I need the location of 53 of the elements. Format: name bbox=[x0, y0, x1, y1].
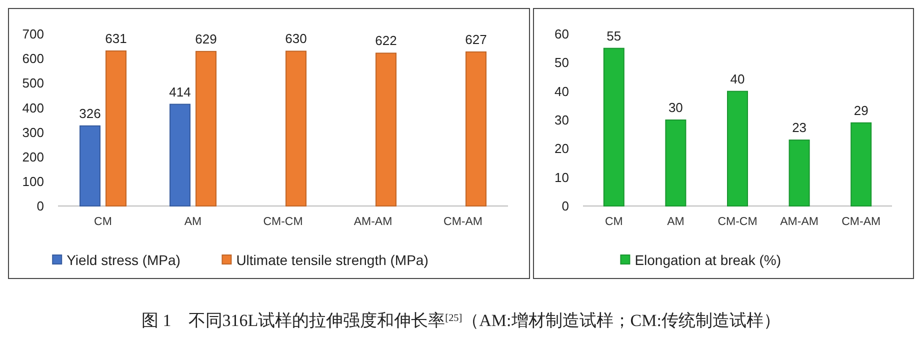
data-label: 631 bbox=[105, 30, 127, 46]
data-label: 630 bbox=[285, 31, 307, 46]
y-tick-label: 600 bbox=[22, 51, 44, 66]
y-tick-label: 10 bbox=[554, 170, 569, 185]
y-tick-label: 0 bbox=[562, 198, 569, 214]
data-label: 30 bbox=[668, 100, 683, 115]
bar bbox=[170, 104, 190, 206]
bar bbox=[80, 125, 100, 206]
y-tick-label: 60 bbox=[554, 26, 569, 42]
caption: 图 1 不同316L试样的拉伸强度和伸长率$^{[25]}$（AM:增材制造试样；CM:传统制造试样） bbox=[142, 311, 780, 330]
bar bbox=[788, 140, 810, 206]
bar bbox=[603, 48, 624, 206]
data-label: 55 bbox=[606, 28, 622, 44]
bar bbox=[286, 50, 306, 206]
x-tick-label: AM-AM bbox=[780, 216, 818, 228]
x-tick-label: CM-CM bbox=[263, 216, 303, 228]
bar bbox=[106, 50, 126, 206]
legend-label: Yield stress (MPa) bbox=[66, 252, 180, 268]
bar bbox=[727, 90, 748, 206]
y-tick-label: 500 bbox=[22, 76, 44, 91]
y-tick-label: 50 bbox=[554, 55, 569, 70]
x-tick-label: AM bbox=[184, 216, 202, 228]
data-label: 629 bbox=[195, 31, 217, 46]
bar bbox=[466, 51, 486, 206]
data-label: 326 bbox=[79, 106, 101, 121]
x-tick-label: CM-AM bbox=[444, 216, 482, 228]
y-tick-label: 0 bbox=[36, 198, 44, 214]
y-tick-label: 40 bbox=[554, 84, 569, 99]
y-tick-label: 400 bbox=[22, 100, 44, 116]
x-tick-label: CM bbox=[94, 216, 112, 228]
data-label: 29 bbox=[854, 102, 868, 118]
y-tick-label: 700 bbox=[22, 26, 44, 42]
y-tick-label: 30 bbox=[554, 112, 569, 128]
x-tick-label: CM bbox=[604, 216, 623, 228]
bar bbox=[196, 50, 216, 206]
x-tick-label: CM-AM bbox=[842, 216, 881, 228]
bar bbox=[376, 52, 396, 206]
x-tick-label: CM-CM bbox=[718, 216, 758, 228]
y-tick-label: 20 bbox=[554, 141, 569, 156]
data-label: 627 bbox=[465, 32, 487, 47]
data-label: 622 bbox=[375, 33, 397, 48]
y-tick-label: 300 bbox=[22, 124, 44, 140]
x-tick-label: AM-AM bbox=[354, 216, 392, 228]
data-label: 40 bbox=[730, 71, 745, 86]
data-label: 414 bbox=[169, 84, 191, 100]
bar bbox=[665, 120, 686, 206]
legend-label: Ultimate tensile strength (MPa) bbox=[236, 252, 428, 268]
data-label: 23 bbox=[792, 120, 807, 136]
legend-label: Elongation at break (%) bbox=[634, 252, 782, 268]
bar bbox=[850, 122, 872, 206]
y-tick-label: 200 bbox=[22, 149, 44, 164]
y-tick-label: 100 bbox=[22, 174, 44, 189]
x-tick-label: AM bbox=[667, 216, 684, 228]
